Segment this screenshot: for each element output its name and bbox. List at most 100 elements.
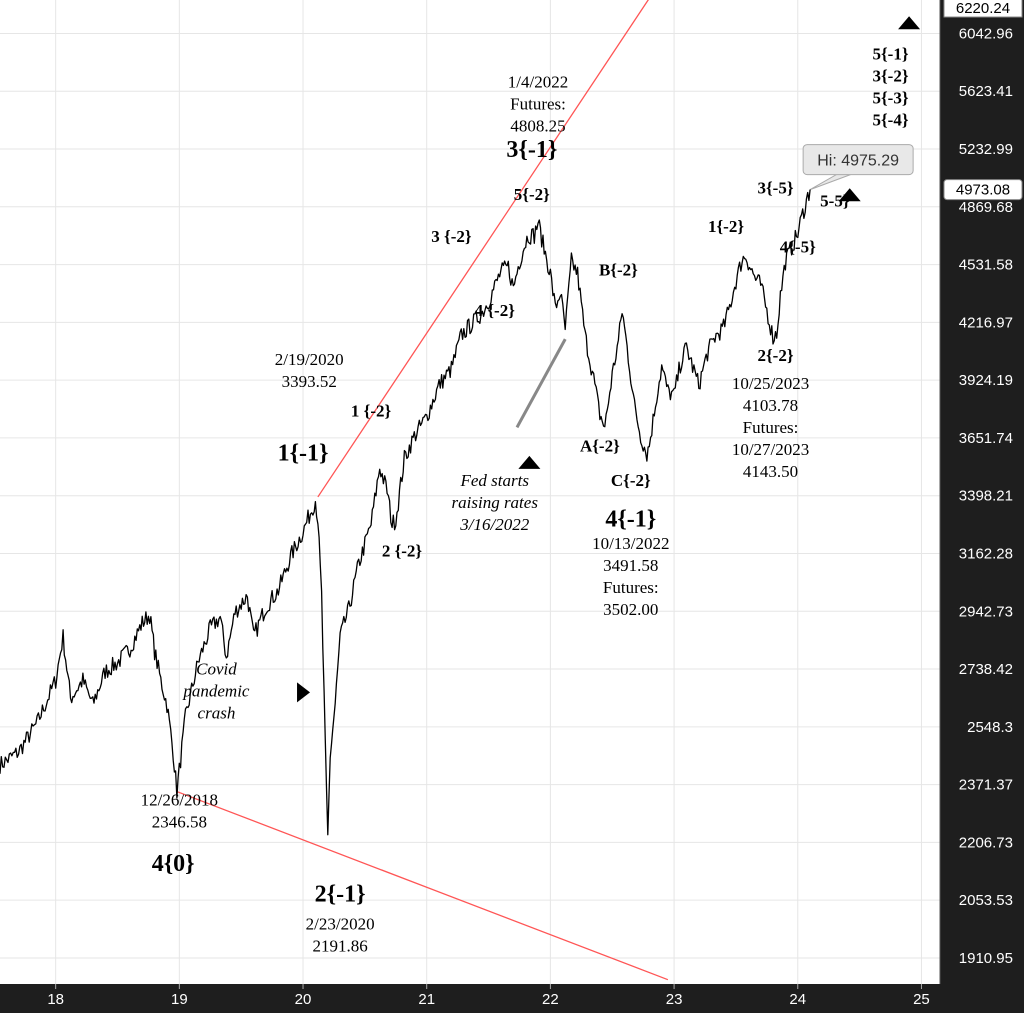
triangle-right-marker [297, 682, 311, 703]
annotation: B{-2} [599, 261, 638, 280]
x-tick-label: 24 [789, 991, 806, 1008]
annotation: 5{-2} [514, 185, 550, 204]
y-tick-label: 4216.97 [959, 314, 1013, 331]
annotation-line: 2{-1} [315, 882, 366, 908]
annotation: 2{-1} [315, 882, 366, 908]
annotation-line: C{-2} [611, 471, 651, 490]
annotations: 1/4/2022 Futures: 4808.25 3{-1} 5{-2} 3 {-2} 4… [141, 45, 909, 956]
annotation-line: 3{-2} [872, 67, 908, 86]
annotation-line: B{-2} [599, 261, 638, 280]
annotation: 4{-1} [605, 507, 656, 533]
annotation-line: 1{-2} [708, 217, 744, 236]
annotation: 2/19/2020 3393.52 [275, 350, 344, 391]
fed-pointer [515, 338, 567, 429]
annotation-line: Futures: [510, 94, 566, 113]
annotation-line: 2346.58 [152, 813, 207, 832]
annotation-line: 3/16/2022 [459, 515, 529, 534]
annotation: 5{-1} 3{-2} 5{-3} 5{-4} [872, 45, 908, 130]
trendline [176, 790, 669, 981]
y-tick-label: 2206.73 [959, 834, 1013, 851]
annotation-line: crash [198, 703, 236, 722]
x-tick-label: 25 [913, 991, 930, 1008]
price-line [0, 189, 811, 836]
y-tick-label: 5232.99 [959, 141, 1013, 158]
annotation: 3 {-2} [431, 227, 472, 246]
annotation-line: 3491.58 [603, 556, 658, 575]
annotation: 1 {-2} [351, 402, 392, 421]
annotation-line: Fed starts [459, 471, 529, 490]
annotation: 10/13/2022 3491.58 Futures: 3502.00 [592, 534, 669, 619]
x-tick-label: 23 [666, 991, 683, 1008]
y-tick-label: 3162.28 [959, 545, 1013, 562]
triangle-up-marker [898, 16, 921, 30]
x-tick-label: 22 [542, 991, 559, 1008]
x-tick-label: 21 [418, 991, 435, 1008]
annotation-line: 4{-5} [780, 238, 816, 257]
y-tick-label: 6042.96 [959, 25, 1013, 42]
annotation: Covid pandemic crash [182, 659, 250, 722]
x-tick-label: 18 [47, 991, 64, 1008]
annotation: 2{-2} [757, 346, 793, 365]
annotation-line: 1 {-2} [351, 402, 392, 421]
high-callout: Hi: 4975.29 [802, 144, 914, 176]
annotation-line: 3{-5} [757, 179, 793, 198]
annotation-line: 4{-1} [605, 507, 656, 533]
price-series [0, 189, 811, 836]
annotation-line: 5{-2} [514, 185, 550, 204]
annotation-line: 4808.25 [510, 116, 565, 135]
y-tick-label: 5623.41 [959, 83, 1013, 100]
grid [0, 0, 940, 984]
x-axis-ticks: 18 19 20 21 22 23 24 25 [47, 984, 930, 1008]
annotation-line: 2 {-2} [382, 542, 423, 561]
annotation-line: raising rates [452, 493, 539, 512]
last-price-badge: 4973.08 [943, 179, 1023, 201]
y-tick-label: 2548.3 [967, 719, 1013, 736]
annotation: 5-5} [820, 192, 850, 211]
last-price-text: 4973.08 [956, 182, 1010, 199]
y-tick-label: 4531.58 [959, 257, 1013, 274]
annotation-line: 2191.86 [313, 936, 368, 955]
y-tick-label: 2371.37 [959, 777, 1013, 794]
annotation-line: 4103.78 [743, 396, 798, 415]
annotation-line: 12/26/2018 [141, 791, 218, 810]
annotation-line: 5{-1} [872, 45, 908, 64]
plot-background [0, 0, 940, 984]
high-callout-text: Hi: 4975.29 [817, 153, 899, 170]
top-badge-text: 6220.24 [956, 0, 1010, 17]
triangle-up-marker [838, 188, 861, 202]
y-tick-label: 4869.68 [959, 199, 1013, 216]
annotation: 12/26/2018 2346.58 [141, 791, 218, 832]
annotation-line: 5-5} [820, 192, 850, 211]
annotation: 1{-2} [708, 217, 744, 236]
annotation-line: 5{-3} [872, 89, 908, 108]
trendline [317, 0, 649, 498]
annotation-line: 1{-1} [278, 441, 329, 467]
annotation-line: 4 {-2} [475, 301, 516, 320]
annotation-line: 3{-1} [506, 137, 557, 163]
annotation-line: 10/13/2022 [592, 534, 669, 553]
y-tick-label: 2053.53 [959, 892, 1013, 909]
x-tick-label: 20 [295, 991, 312, 1008]
y-tick-label: 3651.74 [959, 430, 1013, 447]
annotation: A{-2} [580, 437, 620, 456]
annotation-line: Covid [196, 659, 237, 678]
x-axis-panel [0, 984, 1024, 1013]
annotation: 4{-5} [780, 238, 816, 257]
y-axis-panel [940, 0, 1024, 1013]
trendlines [176, 0, 669, 981]
annotation-line: 5{-4} [872, 111, 908, 130]
annotation-line: 4143.50 [743, 462, 798, 481]
annotation: 10/25/2023 4103.78 Futures: 10/27/2023 4143.… [732, 374, 809, 481]
annotation-line: 1/4/2022 [508, 72, 568, 91]
annotation: 2 {-2} [382, 542, 423, 561]
annotation: C{-2} [611, 471, 651, 490]
annotation: 3{-1} [506, 137, 557, 163]
fed-pointer-line [515, 338, 567, 429]
top-badge: 6220.24 [943, 0, 1023, 18]
x-tick-label: 19 [171, 991, 188, 1008]
y-tick-label: 3398.21 [959, 488, 1013, 505]
annotation-line: 2{-2} [757, 346, 793, 365]
annotation-line: pandemic [182, 681, 250, 700]
y-axis-ticks: 6042.96 5623.41 5232.99 4869.68 4531.58 4216.… [959, 25, 1013, 967]
y-tick-label: 3924.19 [959, 372, 1013, 389]
